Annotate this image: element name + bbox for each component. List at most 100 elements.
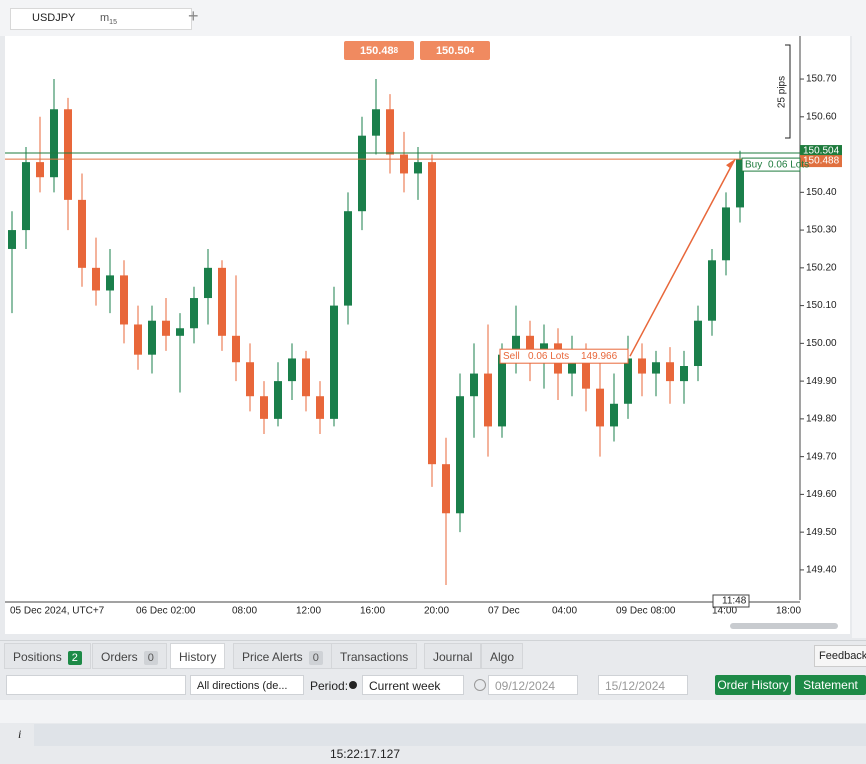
candle-body: [358, 135, 366, 212]
candle-body: [680, 366, 688, 382]
info-icon[interactable]: i: [18, 727, 22, 741]
panel-tab[interactable]: Journal: [424, 643, 482, 669]
period-label: Period:: [310, 679, 349, 693]
tab-count: 2: [67, 651, 82, 665]
symbol[interactable]: USDJPY: [32, 12, 76, 24]
buy-marker-side: Buy: [745, 160, 762, 171]
candle-body: [582, 354, 590, 389]
candle-body: [64, 109, 72, 200]
y-tick-label: 150.70: [806, 74, 837, 85]
x-tick-label: 07 Dec: [488, 606, 520, 617]
y-tick-label: 149.50: [806, 527, 837, 538]
quote-main: 150.48: [360, 45, 394, 57]
candle-body: [120, 275, 128, 325]
table-row[interactable]: [34, 724, 866, 746]
radio[interactable]: [474, 679, 486, 691]
x-tick-label: 09 Dec 08:00: [616, 606, 676, 617]
candle-body: [722, 207, 730, 261]
candle-body: [736, 159, 744, 208]
buy-marker-bg: [741, 157, 801, 172]
search[interactable]: [6, 675, 186, 695]
candle-body: [344, 211, 352, 306]
order-history-button[interactable]: Order History: [715, 675, 791, 695]
quote-price: 150.504: [436, 45, 475, 57]
date-to[interactable]: 15/12/2024: [598, 675, 688, 695]
tab-label: Algo: [490, 650, 515, 664]
candle-body: [456, 396, 464, 514]
x-tick-label: 20:00: [424, 606, 449, 617]
panel-tab[interactable]: Positions 2: [4, 643, 91, 669]
tab-label: Orders: [101, 650, 138, 664]
x-tick-label: 12:00: [296, 606, 321, 617]
x-tick-label: 18:00: [776, 606, 801, 617]
panel-tab[interactable]: Algo: [481, 643, 524, 669]
candle-body: [148, 320, 156, 355]
y-tick-label: 150.20: [806, 262, 837, 273]
period[interactable]: Current week: [362, 675, 464, 695]
candle-body: [610, 403, 618, 427]
ask-label: 150.504: [803, 146, 840, 157]
y-tick-label: 149.60: [806, 489, 837, 500]
bid-label-bg: [800, 155, 842, 168]
y-tick-label: 149.40: [806, 565, 837, 576]
candle-body: [8, 230, 16, 249]
timeframe-main: m: [100, 12, 110, 24]
candle-body: [512, 335, 520, 355]
candle-body: [400, 154, 408, 174]
radio[interactable]: [349, 681, 357, 689]
x-tick-label: 16:00: [360, 606, 385, 617]
date-from[interactable]: 09/12/2024: [488, 675, 578, 695]
range-label: 25 pips: [777, 76, 788, 108]
trade-line: [629, 158, 736, 357]
candle-body: [596, 388, 604, 427]
buy-marker-lots: 0.06 Lots: [768, 160, 809, 171]
candle-body: [330, 305, 338, 419]
y-tick-label: 149.80: [806, 414, 837, 425]
symbol-tab[interactable]: [10, 8, 192, 30]
tab-label: Positions: [13, 650, 62, 664]
tab-label: Journal: [433, 650, 473, 664]
candle-body: [176, 328, 184, 336]
candle-body: [204, 267, 212, 299]
quote-button[interactable]: [344, 41, 414, 60]
timeframe-sub: 15: [109, 19, 117, 27]
y-tick-label: 150.30: [806, 225, 837, 236]
time-label: 11:48: [722, 596, 747, 607]
candle-body: [162, 320, 170, 336]
x-tick-label: 08:00: [232, 606, 257, 617]
sell-marker-price: 149.966: [581, 351, 618, 362]
tab-count: 0: [143, 651, 158, 665]
y-tick-label: 149.90: [806, 376, 837, 387]
candle-body: [36, 162, 44, 178]
direction-filter[interactable]: All directions (de...: [190, 675, 304, 695]
panel-tab[interactable]: Price Alerts 0: [233, 643, 332, 669]
quote-main: 150.50: [436, 45, 470, 57]
candle-body: [638, 358, 646, 374]
candle-body: [372, 109, 380, 136]
range-bracket: [785, 44, 791, 139]
timeframe[interactable]: m15: [100, 12, 117, 26]
trade-arrowhead: [726, 159, 735, 169]
panel-tab[interactable]: History: [170, 643, 226, 669]
sell-marker-side: Sell: [503, 351, 520, 362]
statement-button[interactable]: Statement: [795, 675, 866, 695]
candle-body: [498, 354, 506, 427]
panel-tab[interactable]: Orders 0: [92, 643, 167, 669]
candle-body: [218, 267, 226, 336]
candle-body: [708, 260, 716, 321]
quote-button[interactable]: [420, 41, 490, 60]
candle-body: [414, 162, 422, 174]
x-tick-label: 06 Dec 02:00: [136, 606, 196, 617]
add-tab[interactable]: +: [188, 6, 199, 26]
scrollbar[interactable]: [730, 623, 838, 629]
candle-body: [316, 396, 324, 419]
panel-tab[interactable]: Transactions: [331, 643, 418, 669]
candle-body: [568, 354, 576, 374]
sell-marker-bg: [499, 348, 629, 364]
y-tick-label: 150.00: [806, 338, 837, 349]
feedback[interactable]: Feedback: [814, 645, 866, 667]
candle-body: [50, 109, 58, 178]
side-panel: [852, 36, 866, 638]
tab-count: 0: [308, 651, 323, 665]
